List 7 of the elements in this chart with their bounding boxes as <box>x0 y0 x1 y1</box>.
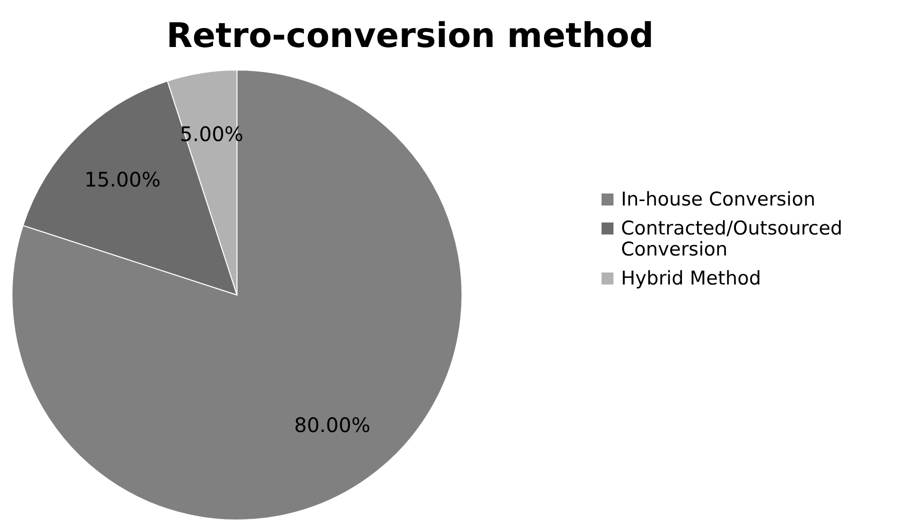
data-label: 80.00% <box>294 413 370 438</box>
legend-label: Contracted/Outsourced Conversion <box>621 218 842 260</box>
legend-label: Hybrid Method <box>621 268 762 290</box>
data-label: 5.00% <box>180 122 244 146</box>
legend-label: In-house Conversion <box>621 188 816 210</box>
data-label: 15.00% <box>84 167 161 192</box>
chart-title: Retro-conversion method <box>166 16 654 56</box>
